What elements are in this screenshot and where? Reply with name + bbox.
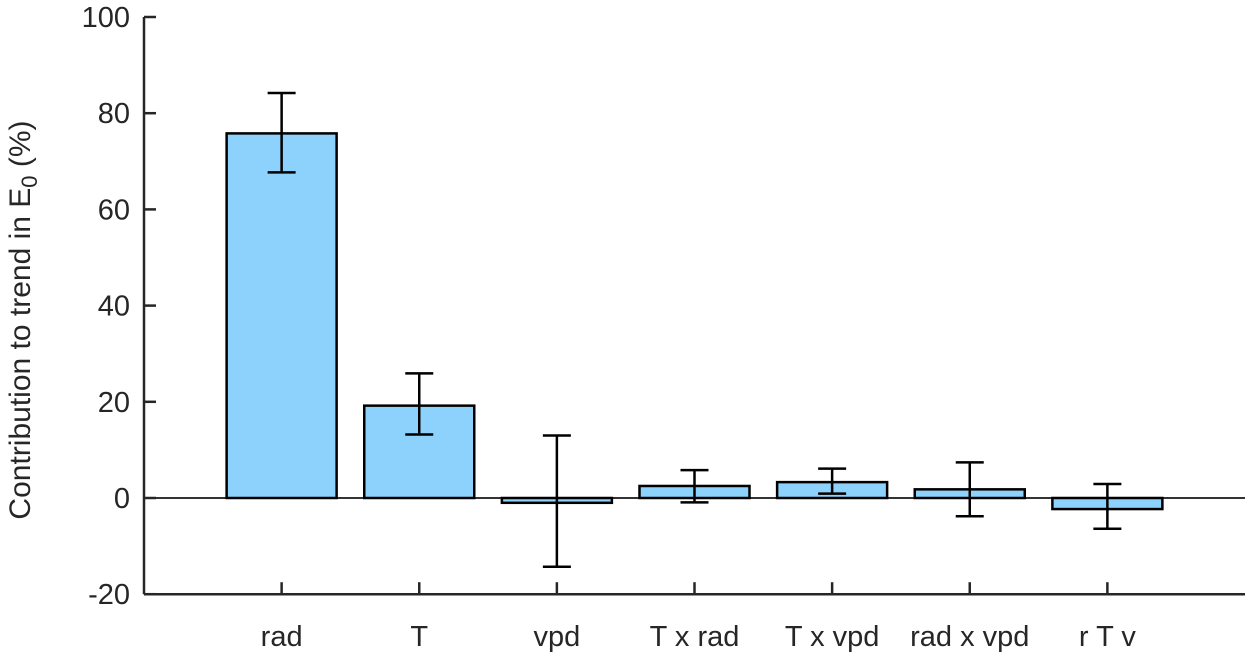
y-tick-label: 60 — [98, 194, 130, 226]
y-tick-label: 100 — [82, 2, 130, 34]
y-tick-label: -20 — [88, 579, 130, 611]
y-tick-label: 40 — [98, 291, 130, 323]
y-tick-label: 20 — [98, 387, 130, 419]
x-category-label-vpd: vpd — [533, 621, 580, 653]
x-category-label-rad: rad — [261, 621, 303, 653]
y-tick-label: 0 — [114, 483, 130, 515]
y-tick-label: 80 — [98, 98, 130, 130]
x-category-label-r-t-v: r T v — [1079, 621, 1136, 653]
x-category-label-t-x-rad: T x rad — [650, 621, 740, 653]
x-category-label-rad-x-vpd: rad x vpd — [910, 621, 1029, 653]
bar-rad — [225, 132, 338, 500]
x-category-label-t: T — [410, 621, 428, 653]
y-axis-label: Contribution to trend in E0 (%) — [4, 120, 42, 519]
x-category-label-t-x-vpd: T x vpd — [785, 621, 880, 653]
